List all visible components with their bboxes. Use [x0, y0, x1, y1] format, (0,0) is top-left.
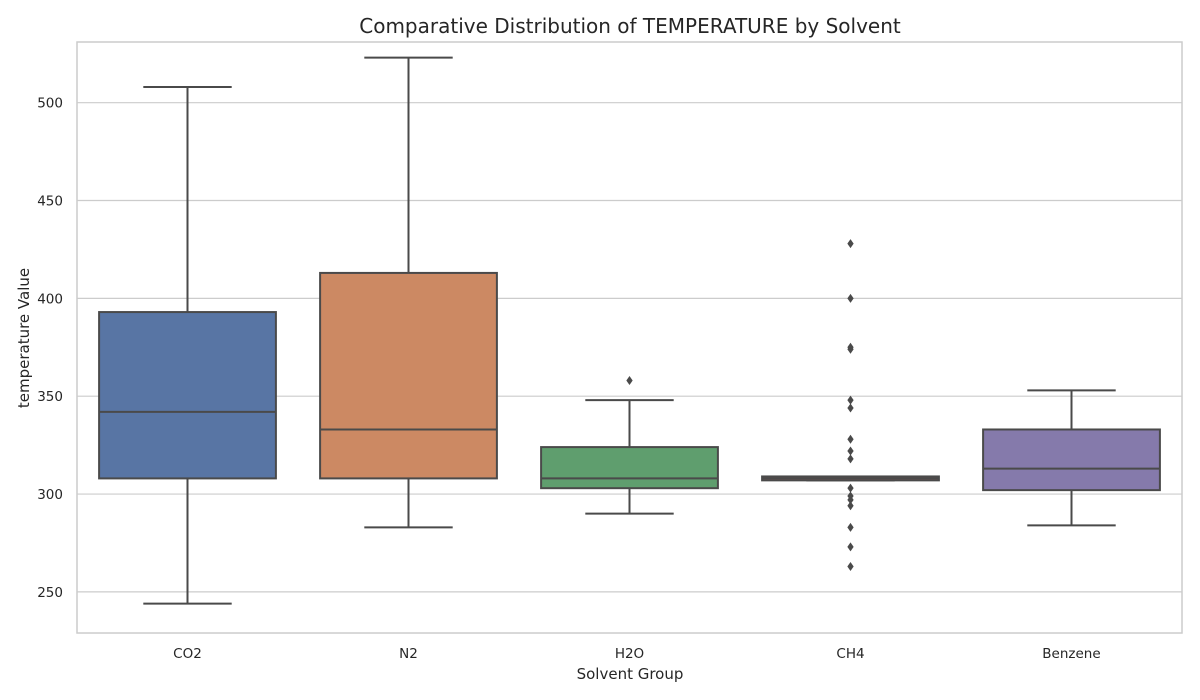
- y-tick-label: 500: [37, 96, 63, 112]
- outlier-point: [847, 434, 854, 444]
- box-iqr: [540, 446, 719, 490]
- box-benzene: [982, 389, 1161, 527]
- outlier-point: [847, 293, 854, 303]
- box-iqr: [319, 271, 498, 480]
- outlier-point: [847, 495, 854, 505]
- chart-title: Comparative Distribution of TEMPERATURE …: [359, 14, 901, 38]
- y-tick-label: 350: [37, 389, 63, 405]
- x-tick-label: CH4: [836, 646, 864, 662]
- tick-layer: 250 300 350 400 450 500 CO2 N2 H2O CH4 Benzene: [37, 96, 1100, 662]
- y-tick-label: 300: [37, 487, 63, 503]
- x-tick-label: Benzene: [1042, 646, 1100, 662]
- y-tick-label: 450: [37, 194, 63, 210]
- outlier-point: [847, 395, 854, 405]
- outlier-point: [626, 376, 633, 386]
- y-tick-label: 400: [37, 291, 63, 307]
- box-co2: [98, 86, 277, 605]
- outlier-point: [847, 501, 854, 511]
- box-layer: [98, 56, 1161, 605]
- outlier-point: [847, 542, 854, 552]
- outlier-point: [847, 522, 854, 532]
- box-iqr: [982, 428, 1161, 492]
- y-tick-label: 250: [37, 585, 63, 601]
- outlier-point: [847, 483, 854, 493]
- x-axis-label: Solvent Group: [577, 665, 684, 683]
- outlier-point: [847, 344, 854, 354]
- plot-frame: [76, 41, 1183, 634]
- outlier-point: [847, 454, 854, 464]
- outlier-point: [847, 239, 854, 249]
- outlier-point: [847, 446, 854, 456]
- box-ch4: [761, 239, 940, 571]
- x-tick-label: CO2: [173, 646, 202, 662]
- outlier-point: [847, 561, 854, 571]
- outlier-point: [847, 403, 854, 413]
- box-iqr: [98, 311, 277, 480]
- y-axis-label: temperature Value: [15, 268, 33, 408]
- x-tick-label: N2: [399, 646, 418, 662]
- box-h2o: [540, 376, 719, 515]
- box-n2: [319, 56, 498, 529]
- x-tick-label: H2O: [615, 646, 644, 662]
